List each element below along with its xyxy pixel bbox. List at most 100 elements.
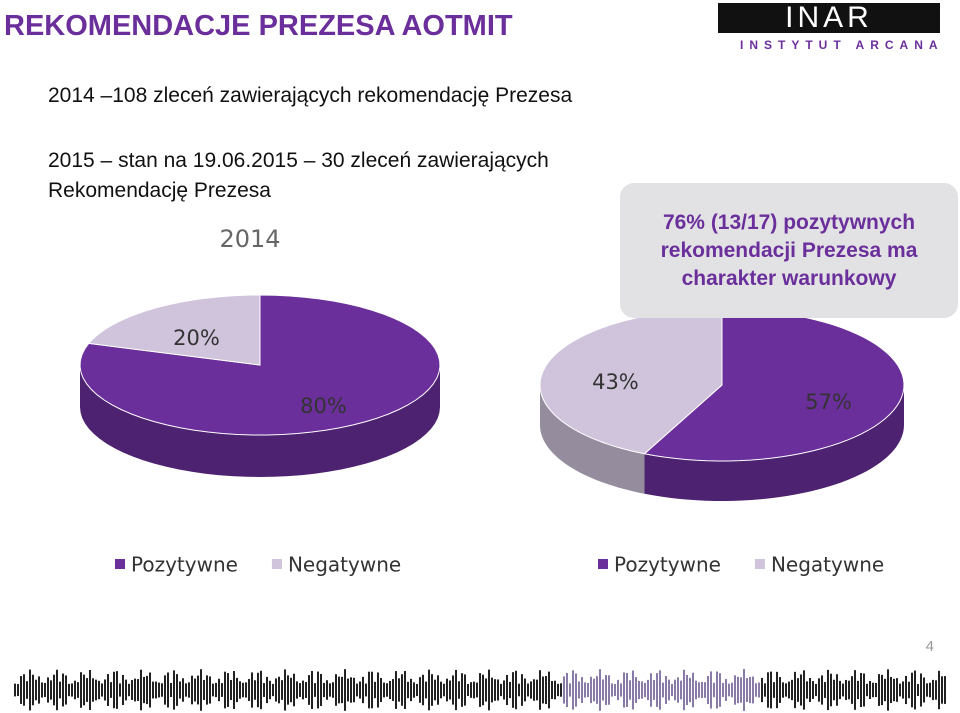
decoration	[305, 682, 307, 698]
decoration	[575, 673, 577, 707]
decoration	[752, 676, 754, 704]
decoration	[704, 682, 706, 698]
decoration	[143, 676, 145, 704]
decoration	[896, 678, 898, 702]
decoration	[14, 683, 16, 697]
decoration	[197, 675, 199, 705]
decoration	[464, 674, 466, 706]
decoration	[353, 677, 355, 703]
decoration	[203, 679, 205, 701]
decoration	[635, 677, 637, 703]
decoration	[884, 678, 886, 702]
decoration	[707, 675, 709, 705]
decoration	[680, 680, 682, 700]
callout: 76% (13/17) pozytywnych rekomendacji Pre…	[620, 183, 958, 318]
decoration	[83, 674, 85, 706]
decoration	[275, 678, 277, 702]
legend-label: Pozytywne	[614, 553, 721, 577]
decoration	[239, 681, 241, 699]
decoration	[248, 679, 250, 701]
callout-line: charakter warunkowy	[681, 267, 897, 290]
decoration	[77, 682, 79, 698]
decoration	[920, 673, 922, 707]
slice-side	[80, 365, 440, 477]
decoration	[440, 681, 442, 699]
decoration	[587, 682, 589, 698]
value-label: 57%	[805, 390, 852, 414]
decoration	[296, 681, 298, 699]
decoration	[788, 681, 790, 699]
decoration	[98, 680, 100, 700]
decoration	[548, 671, 550, 709]
decoration	[317, 671, 319, 709]
decoration	[899, 683, 901, 697]
decoration	[92, 678, 94, 702]
decoration	[374, 681, 376, 699]
decoration	[167, 672, 169, 708]
decoration	[359, 681, 361, 699]
decoration	[233, 671, 235, 709]
decoration	[497, 679, 499, 701]
decoration	[596, 676, 598, 704]
decoration	[134, 678, 136, 702]
decoration	[881, 674, 883, 706]
decoration	[26, 681, 28, 699]
decoration	[392, 679, 394, 701]
decoration	[845, 679, 847, 701]
decoration	[569, 683, 571, 697]
decoration	[332, 682, 334, 698]
decoration	[713, 682, 715, 698]
decoration	[221, 683, 223, 697]
decoration	[560, 683, 562, 697]
decoration	[917, 683, 919, 697]
decoration	[161, 683, 163, 697]
decoration	[914, 670, 916, 710]
decoration	[323, 682, 325, 698]
decoration	[467, 683, 469, 697]
decoration	[458, 681, 460, 699]
logo-subtitle: INSTYTUT ARCANA	[740, 38, 944, 52]
decoration	[350, 677, 352, 703]
decoration	[632, 670, 634, 710]
decoration	[329, 683, 331, 697]
decoration	[641, 681, 643, 699]
decoration	[155, 681, 157, 699]
decoration	[863, 673, 865, 707]
decoration	[89, 670, 91, 710]
decoration	[593, 678, 595, 702]
decoration	[734, 675, 736, 705]
value-label: 43%	[592, 370, 639, 394]
decoration	[257, 672, 259, 708]
decoration	[278, 676, 280, 704]
decoration	[32, 674, 34, 706]
page-number: 4	[925, 638, 934, 655]
decoration	[395, 671, 397, 709]
decoration	[365, 683, 367, 697]
decoration	[854, 670, 856, 710]
decoration	[335, 674, 337, 706]
decoration	[104, 679, 106, 701]
decoration	[200, 669, 202, 711]
decoration	[218, 678, 220, 702]
decoration	[287, 675, 289, 705]
decoration	[893, 678, 895, 702]
decoration	[584, 682, 586, 698]
decoration	[605, 675, 607, 705]
decoration	[386, 683, 388, 697]
decoration	[113, 671, 115, 709]
decoration	[446, 678, 448, 702]
decoration	[503, 680, 505, 700]
slice-side	[644, 385, 904, 501]
decoration	[428, 669, 430, 711]
decoration	[227, 673, 229, 707]
decoration	[659, 670, 661, 710]
decoration	[95, 679, 97, 701]
decoration	[62, 673, 64, 707]
decoration	[212, 683, 214, 697]
decoration	[614, 683, 616, 697]
decoration	[230, 679, 232, 701]
decoration	[749, 676, 751, 704]
decoration	[119, 683, 121, 697]
